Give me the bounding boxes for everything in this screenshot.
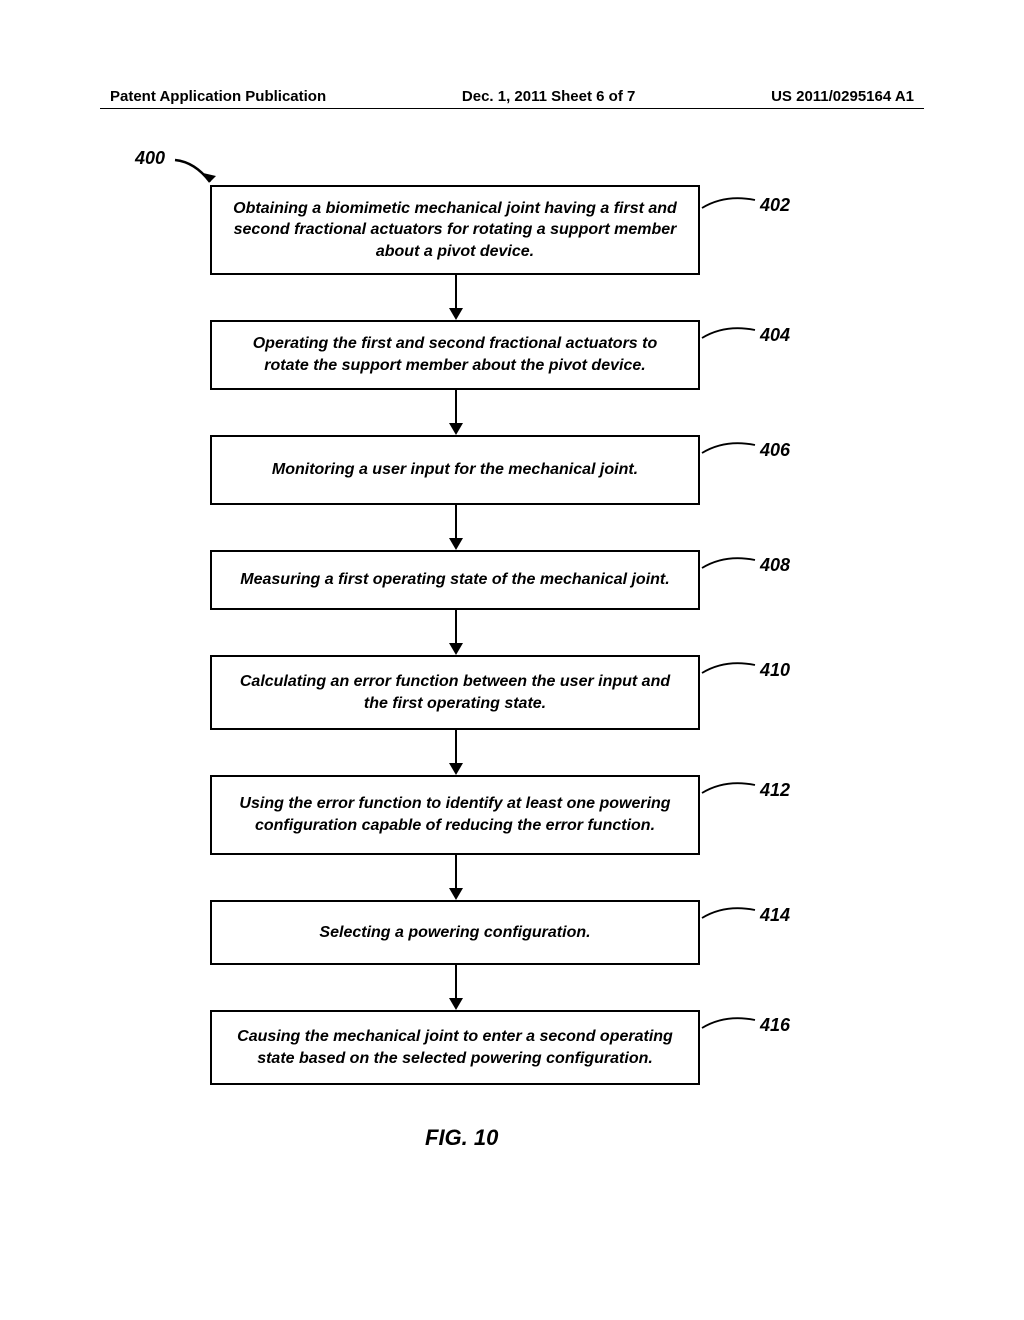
arrow-down-icon <box>449 998 463 1010</box>
arrow-down-icon <box>449 763 463 775</box>
flow-box-text: Using the error function to identify at … <box>230 793 680 836</box>
connector <box>455 730 457 763</box>
ref-label-408: 408 <box>760 555 790 576</box>
flow-box-text: Measuring a first operating state of the… <box>240 569 669 591</box>
flow-box-406: Monitoring a user input for the mechanic… <box>210 435 700 505</box>
arrow-down-icon <box>449 423 463 435</box>
ref-label-406: 406 <box>760 440 790 461</box>
ref-label-414: 414 <box>760 905 790 926</box>
flow-box-text: Causing the mechanical joint to enter a … <box>230 1026 680 1069</box>
header-right: US 2011/0295164 A1 <box>771 88 914 105</box>
flow-box-text: Operating the first and second fractiona… <box>230 333 680 376</box>
flow-box-416: Causing the mechanical joint to enter a … <box>210 1010 700 1085</box>
diagram-ref-400: 400 <box>135 148 165 169</box>
flow-box-text: Calculating an error function between th… <box>230 671 680 714</box>
flow-box-text: Monitoring a user input for the mechanic… <box>272 459 638 481</box>
arrow-down-icon <box>449 888 463 900</box>
connector <box>455 390 457 423</box>
page-header: Patent Application Publication Dec. 1, 2… <box>0 88 1024 105</box>
flow-box-text: Obtaining a biomimetic mechanical joint … <box>230 198 680 263</box>
arrow-down-icon <box>449 643 463 655</box>
connector <box>455 855 457 888</box>
connector <box>455 275 457 308</box>
ref-label-410: 410 <box>760 660 790 681</box>
header-left: Patent Application Publication <box>110 88 326 105</box>
ref-arrow-curve <box>170 150 230 190</box>
arrow-down-icon <box>449 538 463 550</box>
flow-box-410: Calculating an error function between th… <box>210 655 700 730</box>
flow-box-414: Selecting a powering configuration. <box>210 900 700 965</box>
flow-box-404: Operating the first and second fractiona… <box>210 320 700 390</box>
ref-label-416: 416 <box>760 1015 790 1036</box>
connector <box>455 965 457 998</box>
ref-label-412: 412 <box>760 780 790 801</box>
header-border <box>100 108 924 109</box>
flow-box-408: Measuring a first operating state of the… <box>210 550 700 610</box>
arrow-down-icon <box>449 308 463 320</box>
figure-caption: FIG. 10 <box>425 1125 498 1151</box>
connector <box>455 505 457 538</box>
ref-label-404: 404 <box>760 325 790 346</box>
flow-box-412: Using the error function to identify at … <box>210 775 700 855</box>
flow-box-402: Obtaining a biomimetic mechanical joint … <box>210 185 700 275</box>
connector <box>455 610 457 643</box>
ref-label-402: 402 <box>760 195 790 216</box>
flow-box-text: Selecting a powering configuration. <box>319 922 590 944</box>
header-mid: Dec. 1, 2011 Sheet 6 of 7 <box>462 88 635 105</box>
